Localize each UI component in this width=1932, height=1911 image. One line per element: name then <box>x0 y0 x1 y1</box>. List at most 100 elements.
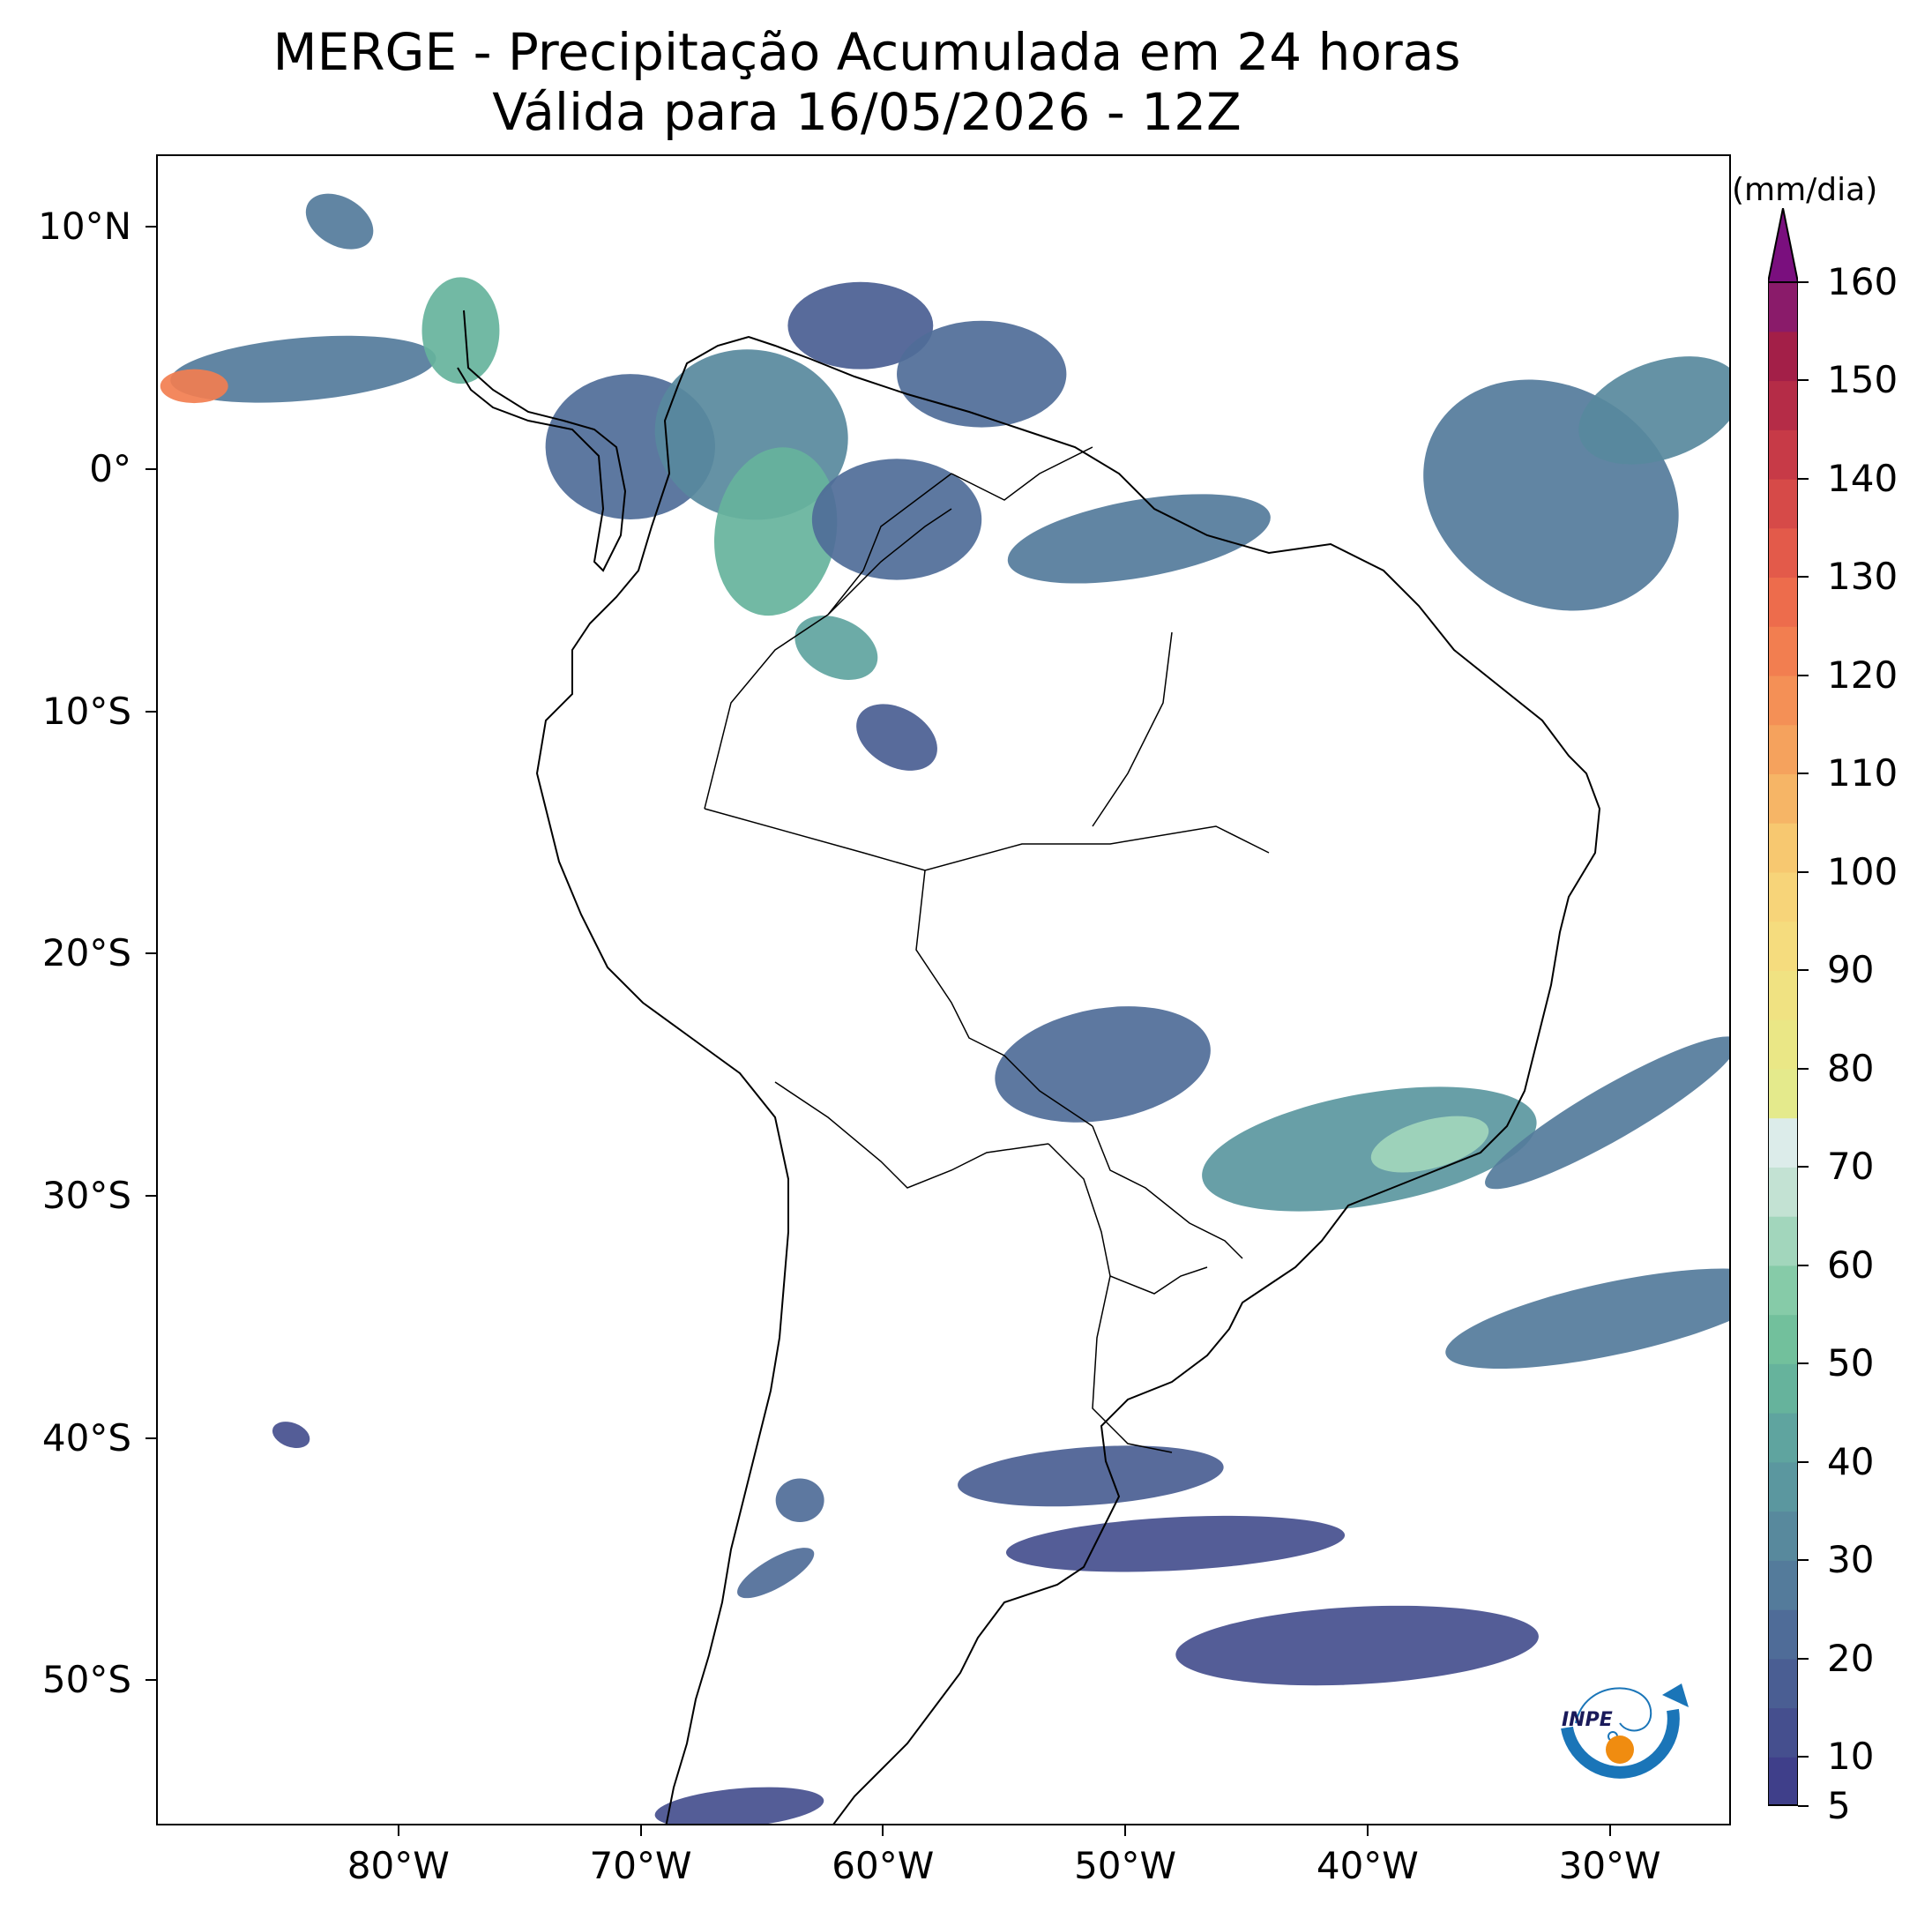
colorbar-bin <box>1768 1265 1798 1316</box>
colorbar-bin <box>1768 331 1798 382</box>
colorbar-tick-label: 100 <box>1827 849 1898 893</box>
south-america-coastline <box>535 335 1601 1824</box>
precip-region <box>654 1787 824 1824</box>
precip-region <box>170 335 436 403</box>
colorbar-tick-label: 90 <box>1827 948 1875 992</box>
precip-region <box>775 1478 824 1522</box>
colorbar-bin <box>1768 1117 1798 1168</box>
colorbar-tick-label: 30 <box>1827 1538 1875 1582</box>
latitude-tick <box>145 1194 156 1197</box>
colorbar-tick <box>1798 1067 1809 1070</box>
colorbar-bin <box>1768 1658 1798 1709</box>
colorbar-bin <box>1768 1707 1798 1758</box>
precip-region <box>421 277 500 384</box>
precip-region <box>794 616 878 680</box>
inpe-logo: INPE <box>1561 1683 1689 1779</box>
precip-region <box>1202 1086 1537 1212</box>
coastline-layer <box>457 310 1601 1824</box>
colorbar-tick <box>1798 1559 1809 1562</box>
latitude-label: 50°S <box>41 1658 131 1702</box>
colorbar-bin <box>1768 1167 1798 1217</box>
map-panel <box>156 154 1731 1825</box>
colorbar-bin <box>1768 970 1798 1020</box>
longitude-label: 30°W <box>1558 1844 1661 1887</box>
precip-region <box>958 1445 1224 1507</box>
colorbar-bin <box>1768 724 1798 775</box>
precipitation-layer <box>160 193 1729 1824</box>
colorbar-tick-label: 110 <box>1827 751 1898 795</box>
colorbar-tick <box>1798 477 1809 480</box>
precip-region <box>1578 356 1729 465</box>
precip-region <box>811 459 982 580</box>
colorbar-tick <box>1798 1657 1809 1660</box>
latitude-label: 10°S <box>41 689 131 733</box>
longitude-label: 50°W <box>1074 1844 1177 1887</box>
colorbar-tick-label: 140 <box>1827 456 1898 500</box>
colorbar-bin <box>1768 1461 1798 1512</box>
colorbar-bin <box>1768 1511 1798 1561</box>
precip-region <box>1005 1515 1346 1572</box>
longitude-label: 80°W <box>347 1844 450 1887</box>
precip-region <box>1370 1116 1489 1173</box>
precip-region <box>897 320 1067 428</box>
colorbar-bin <box>1768 1609 1798 1660</box>
colorbar-bin <box>1768 478 1798 529</box>
map-title: MERGE - Precipitação Acumulada em 24 hor… <box>272 22 1461 82</box>
precip-region <box>1007 494 1271 584</box>
colorbar-bin <box>1768 429 1798 480</box>
colorbar-bin <box>1768 1560 1798 1610</box>
latitude-label: 40°S <box>41 1415 131 1459</box>
colorbar-bin <box>1768 626 1798 676</box>
colorbar-bin <box>1768 527 1798 579</box>
colorbar-bin <box>1768 921 1798 971</box>
colorbar-outline <box>1768 282 1798 1806</box>
longitude-tick <box>1608 1825 1611 1836</box>
colorbar-tick-label: 10 <box>1827 1735 1875 1779</box>
colorbar-tick-label: 150 <box>1827 358 1898 402</box>
latitude-label: 20°S <box>41 931 131 975</box>
longitude-tick <box>397 1825 399 1836</box>
precip-region <box>995 1006 1211 1123</box>
central-america-coastline <box>457 310 627 572</box>
longitude-label: 60°W <box>832 1844 935 1887</box>
colorbar-tick-label: 130 <box>1827 555 1898 599</box>
latitude-label: 30°S <box>41 1173 131 1217</box>
latitude-tick <box>145 952 156 955</box>
latitude-tick <box>145 468 156 471</box>
inpe-logo-text: INPE <box>1562 1709 1613 1731</box>
colorbar-bin <box>1768 1019 1798 1070</box>
precip-region <box>713 447 838 616</box>
colorbar-bin <box>1768 1413 1798 1463</box>
latitude-tick <box>145 1679 156 1682</box>
colorbar-tick <box>1798 1756 1809 1758</box>
map-canvas <box>160 193 1729 1824</box>
colorbar-bin <box>1768 1757 1798 1806</box>
colorbar-tick-label: 40 <box>1827 1439 1875 1483</box>
latitude-tick <box>145 710 156 713</box>
country-border-lines <box>704 446 1270 1453</box>
colorbar-tick-label: 160 <box>1827 260 1898 303</box>
latitude-tick <box>145 226 156 228</box>
precip-region <box>160 369 228 404</box>
colorbar-bin <box>1768 380 1798 430</box>
colorbar-tick <box>1798 870 1809 873</box>
colorbar-bin <box>1768 773 1798 824</box>
colorbar-bin <box>1768 675 1798 726</box>
colorbar-bin <box>1768 282 1798 332</box>
colorbar-tick-label: 60 <box>1827 1243 1875 1287</box>
colorbar-tick <box>1798 969 1809 972</box>
colorbar <box>1768 208 1798 1806</box>
precip-region <box>1485 1036 1729 1190</box>
precip-region <box>856 704 937 771</box>
colorbar-bin <box>1768 823 1798 873</box>
colorbar-tick <box>1798 1460 1809 1463</box>
colorbar-bin <box>1768 1216 1798 1266</box>
precip-region <box>305 193 374 250</box>
colorbar-tick <box>1798 576 1809 579</box>
colorbar-tick-label: 5 <box>1827 1784 1851 1827</box>
colorbar-bin <box>1768 1363 1798 1414</box>
precip-region <box>1445 1268 1729 1370</box>
colorbar-extend-arrow <box>1768 208 1798 283</box>
colorbar-tick-label: 120 <box>1827 653 1898 697</box>
longitude-tick <box>882 1825 884 1836</box>
